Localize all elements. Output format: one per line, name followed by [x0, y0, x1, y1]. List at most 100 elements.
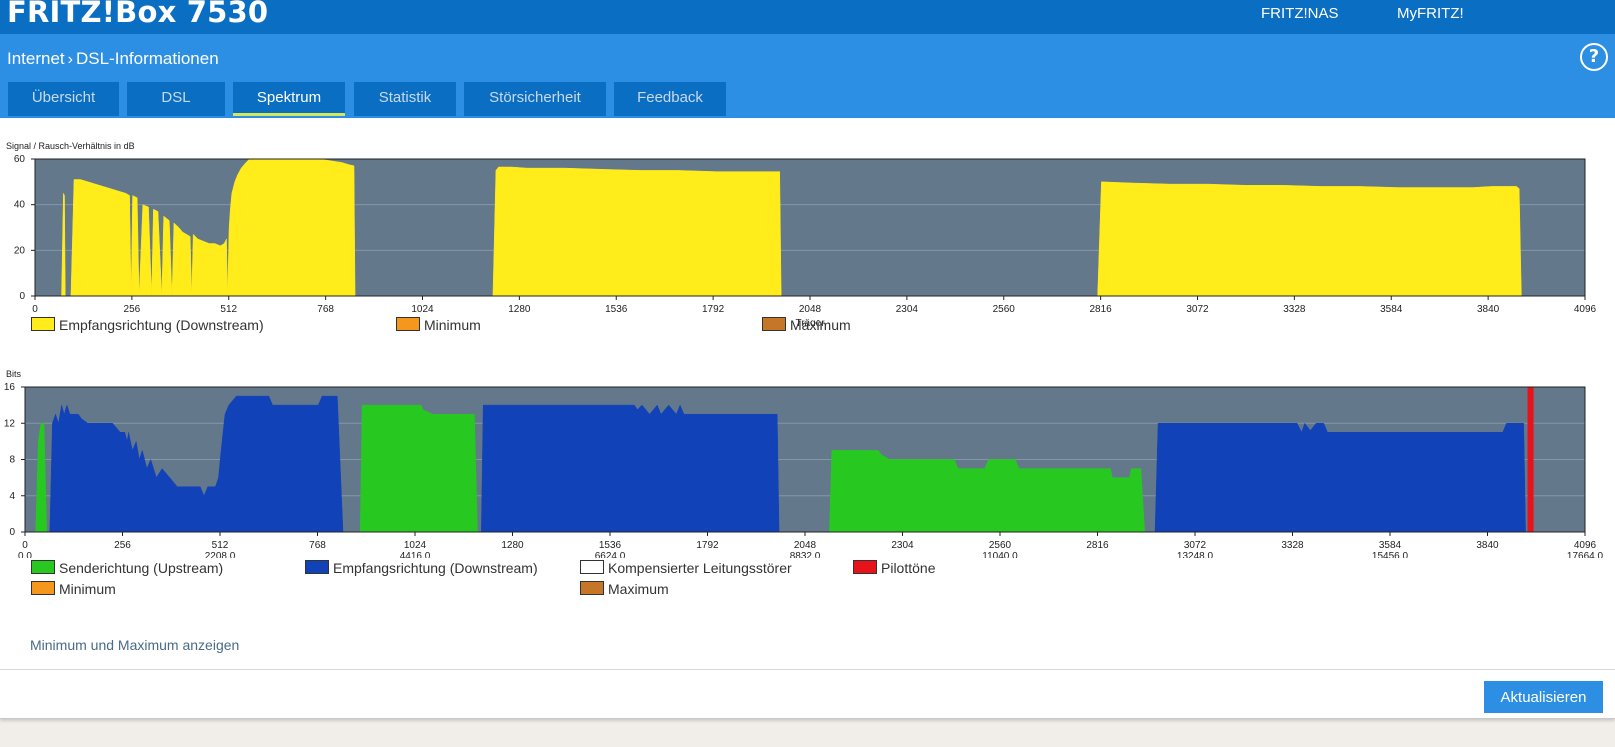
x-tick-label: 512	[212, 540, 229, 551]
legend-bits-compensated: Kompensierter Leitungsstörer	[580, 560, 792, 576]
legend-label: Pilottöne	[881, 560, 936, 576]
x-tick-label: 3072	[1184, 540, 1207, 551]
y-tick-label: 0	[9, 527, 15, 538]
refresh-button[interactable]: Aktualisieren	[1484, 681, 1603, 713]
tab-spektrum[interactable]: Spektrum	[233, 82, 345, 116]
legend-swatch	[31, 560, 55, 575]
legend-swatch	[305, 560, 329, 575]
legend-label: Kompensierter Leitungsstörer	[608, 560, 792, 576]
y-tick-label: 12	[4, 418, 16, 429]
x-tick-label: 3840	[1477, 304, 1500, 315]
x-tick-label: 3328	[1283, 304, 1306, 315]
x-tick-label: 2048	[799, 304, 822, 315]
y-axis-label: Bits	[6, 369, 22, 379]
x-tick-label: 2048	[794, 540, 817, 551]
x-tick-label: 1024	[411, 304, 434, 315]
series-area	[829, 450, 1145, 533]
series-area	[1097, 181, 1522, 297]
legend-swatch	[31, 317, 55, 332]
x-tick-label: 1536	[605, 304, 628, 315]
legend-label: Senderichtung (Upstream)	[59, 560, 224, 576]
x-tick-khz-label: 11040.0	[982, 551, 1018, 558]
legend-bits-upstream: Senderichtung (Upstream)	[31, 560, 223, 576]
legend-label: Maximum	[608, 581, 669, 597]
series-area	[49, 395, 344, 533]
legend-bits-maximum: Maximum	[580, 581, 669, 597]
x-tick-label: 3840	[1476, 540, 1499, 551]
breadcrumb: Internet › DSL-Informationen	[7, 49, 219, 69]
x-axis-label: Träger	[795, 318, 825, 326]
legend-label: Minimum	[424, 317, 481, 333]
y-tick-label: 40	[14, 200, 26, 211]
sub-header: Internet › DSL-Informationen ? Übersicht D…	[0, 34, 1615, 118]
legend-bits-minimum: Minimum	[31, 581, 116, 597]
breadcrumb-current: DSL-Informationen	[75, 49, 219, 68]
x-tick-label: 4096	[1574, 304, 1597, 315]
legend-bits-pilot: Pilottöne	[853, 560, 935, 576]
x-tick-khz-label: 2208.0	[205, 551, 236, 558]
tab-feedback[interactable]: Feedback	[614, 82, 726, 116]
x-tick-label: 3072	[1186, 304, 1209, 315]
chevron-right-icon: ›	[67, 51, 73, 68]
x-tick-label: 2560	[989, 540, 1012, 551]
nav-link-fritznas[interactable]: FRITZ!NAS	[1261, 5, 1339, 22]
x-tick-label: 1536	[599, 540, 622, 551]
x-tick-label: 0	[32, 304, 38, 315]
x-tick-label: 3584	[1379, 540, 1402, 551]
y-tick-label: 20	[14, 245, 26, 256]
breadcrumb-parent[interactable]: Internet	[7, 49, 65, 68]
x-tick-khz-label: 17664.0	[1567, 551, 1604, 558]
x-tick-label: 768	[309, 540, 326, 551]
x-tick-label: 3584	[1380, 304, 1403, 315]
x-tick-label: 256	[124, 304, 141, 315]
snr-chart: Signal / Rausch-Verhältnis in dB 0 20 40 60 0…	[6, 141, 1597, 326]
legend-snr-minimum: Minimum	[396, 317, 481, 333]
help-icon[interactable]: ?	[1580, 43, 1608, 71]
main-content: Signal / Rausch-Verhältnis in dB 0 20 40 60 0…	[0, 118, 1615, 719]
x-tick-label: 2304	[896, 304, 919, 315]
x-tick-label: 1792	[702, 304, 725, 315]
x-tick-label: 4096	[1574, 540, 1597, 551]
brand-logo: FRITZ!Box 7530	[7, 0, 269, 29]
legend-swatch	[762, 317, 786, 332]
legend-swatch	[580, 581, 604, 596]
y-axis-label: Signal / Rausch-Verhältnis in dB	[6, 141, 135, 151]
bits-chart: Bits 0 4 8 12 16 0 256 512 768 1024 1280 1536 1792 204…	[4, 369, 1604, 558]
tab-dsl[interactable]: DSL	[127, 82, 225, 116]
y-tick-label: 0	[19, 291, 25, 302]
y-tick-label: 16	[4, 382, 16, 393]
tab-uebersicht[interactable]: Übersicht	[8, 82, 119, 116]
x-tick-label: 1280	[501, 540, 524, 551]
show-min-max-link[interactable]: Minimum und Maximum anzeigen	[30, 637, 240, 653]
x-tick-label: 1024	[404, 540, 427, 551]
legend-bits-downstream: Empfangsrichtung (Downstream)	[305, 560, 538, 576]
x-tick-label: 0	[22, 540, 28, 551]
x-tick-khz-label: 15456.0	[1372, 551, 1409, 558]
series-area	[481, 404, 780, 533]
x-tick-label: 1280	[508, 304, 531, 315]
legend-label: Minimum	[59, 581, 116, 597]
x-tick-khz-label: 13248.0	[1177, 551, 1214, 558]
legend-label: Empfangsrichtung (Downstream)	[333, 560, 538, 576]
x-tick-label: 768	[317, 304, 334, 315]
x-tick-khz-label: 0.0	[18, 551, 32, 558]
x-tick-khz-label: 6624.0	[595, 551, 626, 558]
legend-swatch	[580, 560, 604, 575]
legend-label: Empfangsrichtung (Downstream)	[59, 317, 264, 333]
y-tick-label: 60	[14, 154, 26, 165]
tab-statistik[interactable]: Statistik	[354, 82, 456, 116]
legend-swatch	[853, 560, 877, 575]
tab-stoersicherheit[interactable]: Störsicherheit	[464, 82, 606, 116]
series-area	[492, 166, 782, 297]
x-tick-khz-label: 8832.0	[790, 551, 821, 558]
x-tick-label: 256	[114, 540, 131, 551]
legend-swatch	[396, 317, 420, 332]
series-area	[359, 404, 478, 533]
legend-snr-maximum: Maximum	[762, 317, 851, 333]
x-tick-label: 512	[220, 304, 237, 315]
legend-label: Maximum	[790, 317, 851, 333]
x-tick-label: 2816	[1086, 540, 1109, 551]
nav-link-myfritz[interactable]: MyFRITZ!	[1397, 5, 1464, 22]
y-tick-label: 8	[9, 455, 15, 466]
divider	[0, 669, 1615, 670]
